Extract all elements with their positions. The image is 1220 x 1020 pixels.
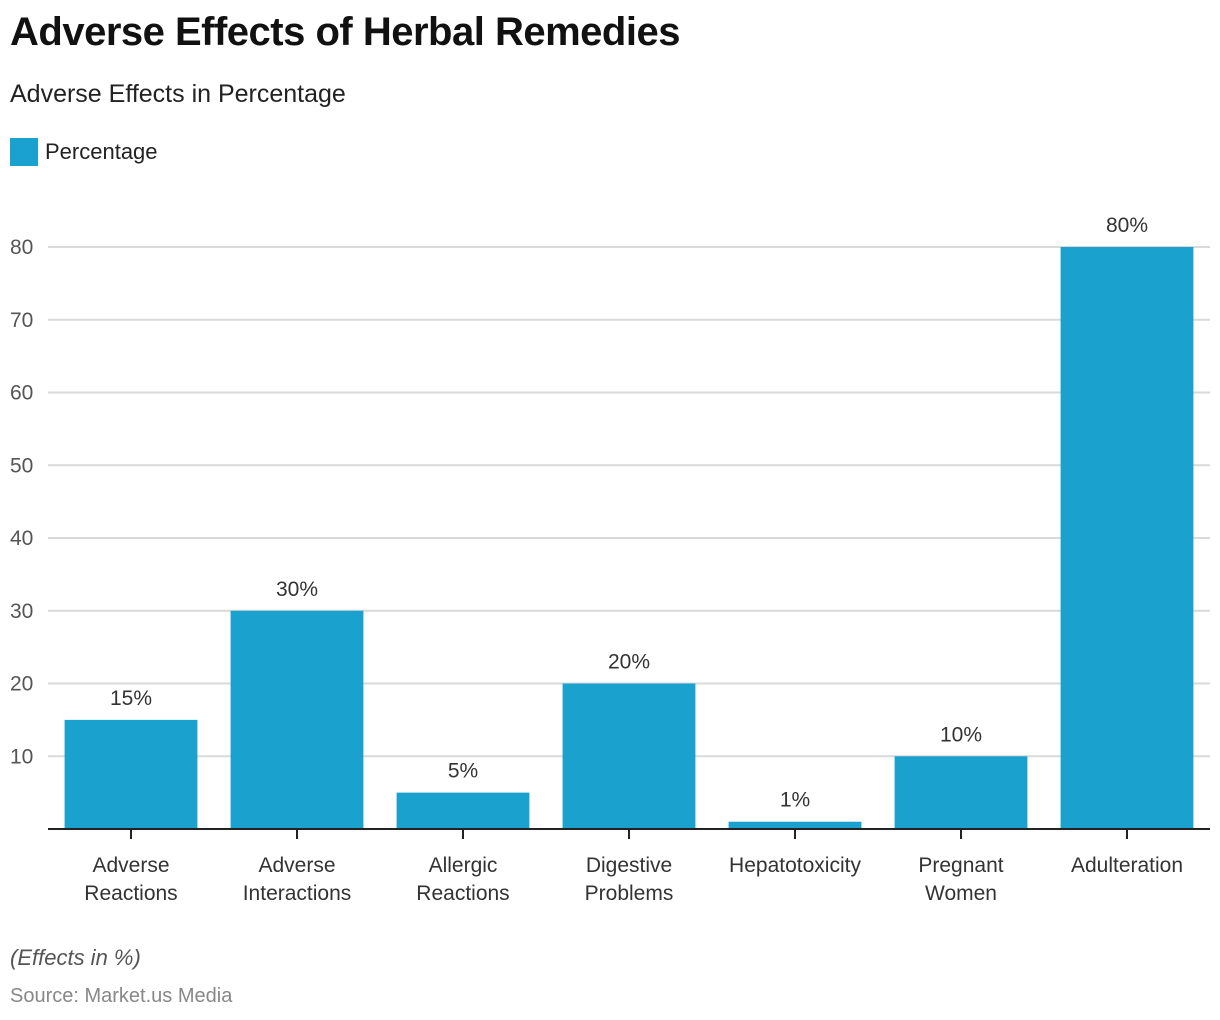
footnote: (Effects in %): [10, 945, 141, 970]
x-axis-labels: Adverse Reactions Adverse Interactions Aller…: [84, 854, 1183, 905]
bar: [1060, 247, 1194, 829]
y-tick-label: 50: [10, 454, 33, 477]
x-tick-label: Reactions: [84, 882, 177, 905]
x-tick-label: Interactions: [243, 882, 352, 905]
bar: [728, 821, 862, 829]
y-tick-label: 20: [10, 673, 33, 696]
x-tick-label: Adverse: [258, 854, 335, 877]
data-label: 15%: [110, 687, 152, 710]
x-tick-label: Adulteration: [1071, 854, 1183, 877]
bar: [230, 610, 364, 829]
y-tick-label: 10: [10, 745, 33, 768]
x-tick-label: Problems: [585, 882, 674, 905]
x-tick-label: Women: [925, 882, 997, 905]
source-note: Source: Market.us Media: [10, 985, 233, 1007]
x-tick-label: Allergic: [429, 854, 498, 877]
bar: [562, 683, 696, 829]
legend-swatch: [10, 138, 38, 166]
data-label: 10%: [940, 723, 982, 746]
x-tick-label: Pregnant: [918, 854, 1003, 877]
data-label: 80%: [1106, 214, 1148, 237]
legend: Percentage: [10, 138, 158, 166]
gridlines: [48, 246, 1210, 758]
y-tick-label: 80: [10, 236, 33, 259]
bars: [64, 247, 1194, 829]
y-axis-ticks: 10 20 30 40 50 60 70 80: [10, 236, 33, 768]
y-tick-label: 40: [10, 527, 33, 550]
y-tick-label: 30: [10, 600, 33, 623]
x-axis: [48, 828, 1210, 839]
data-label: 20%: [608, 651, 650, 674]
x-tick-label: Hepatotoxicity: [729, 854, 861, 877]
x-tick-label: Digestive: [586, 854, 672, 877]
legend-label: Percentage: [45, 139, 158, 164]
bar: [894, 756, 1028, 829]
data-label: 1%: [780, 789, 810, 812]
bar: [396, 792, 530, 829]
x-tick-label: Reactions: [416, 882, 509, 905]
bar: [64, 719, 198, 829]
y-tick-label: 70: [10, 309, 33, 332]
y-tick-label: 60: [10, 382, 33, 405]
chart-title: Adverse Effects of Herbal Remedies: [10, 10, 680, 54]
data-label: 5%: [448, 760, 478, 783]
data-label: 30%: [276, 578, 318, 601]
data-labels: 15% 30% 5% 20% 1% 10% 80%: [110, 214, 1148, 812]
x-tick-label: Adverse: [92, 854, 169, 877]
chart-subtitle: Adverse Effects in Percentage: [10, 80, 346, 108]
